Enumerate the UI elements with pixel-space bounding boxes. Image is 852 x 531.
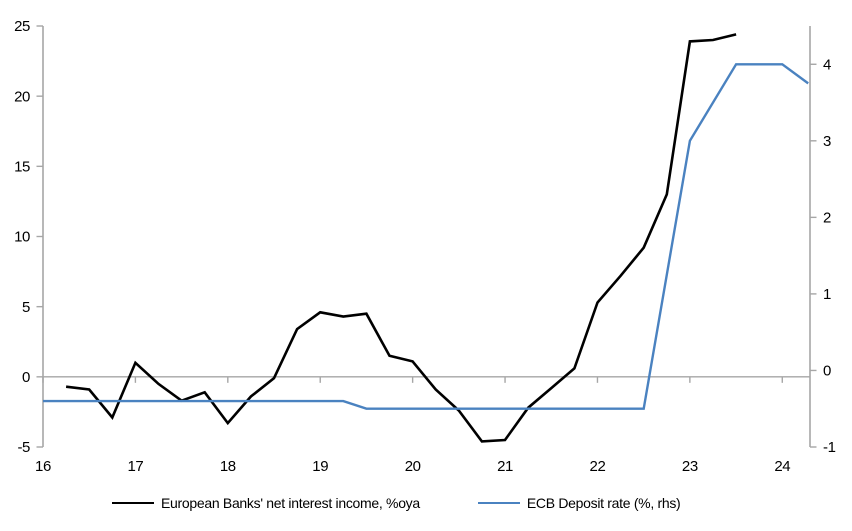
left-axis-tick-label: 20: [14, 88, 30, 105]
left-axis-tick-label: 15: [14, 159, 30, 176]
blue-line-swatch: [477, 502, 520, 504]
x-axis-tick-label: 18: [220, 458, 236, 475]
right-axis-tick-label: 1: [823, 286, 831, 303]
left-axis-tick-label: 10: [14, 229, 30, 246]
x-axis-tick-label: 23: [682, 458, 698, 475]
legend-item-net-interest-income: European Banks' net interest income, %oy…: [112, 495, 420, 511]
right-axis-tick-label: 2: [823, 210, 831, 227]
x-axis-tick-label: 24: [774, 458, 790, 475]
black-line-swatch: [112, 502, 154, 504]
right-axis-tick-label: 3: [823, 133, 831, 150]
legend-label-ecb-deposit-rate: ECB Deposit rate (%, rhs): [526, 495, 681, 511]
left-axis-tick-label: -5: [17, 439, 30, 456]
x-axis-tick-label: 22: [590, 458, 606, 475]
legend-label-net-interest-income: European Banks' net interest income, %oy…: [161, 495, 420, 511]
right-axis-tick-label: 4: [823, 56, 831, 73]
x-axis-tick-label: 16: [35, 458, 51, 475]
legend-item-ecb-deposit-rate: ECB Deposit rate (%, rhs): [477, 495, 681, 511]
left-axis-tick-label: 0: [22, 369, 30, 386]
x-axis-tick-label: 21: [497, 458, 513, 475]
right-axis-tick-label: -1: [823, 439, 836, 456]
chart-legend: European Banks' net interest income, %oy…: [112, 495, 681, 511]
series-line-blue: [43, 63, 809, 410]
left-axis-tick-label: 25: [14, 18, 30, 35]
series-line-black: [65, 33, 737, 443]
x-axis-tick-label: 19: [312, 458, 328, 475]
x-axis-tick-label: 17: [127, 458, 143, 475]
left-axis-tick-label: 5: [22, 299, 30, 316]
x-axis-tick-label: 20: [405, 458, 421, 475]
right-axis-tick-label: 0: [823, 363, 831, 380]
